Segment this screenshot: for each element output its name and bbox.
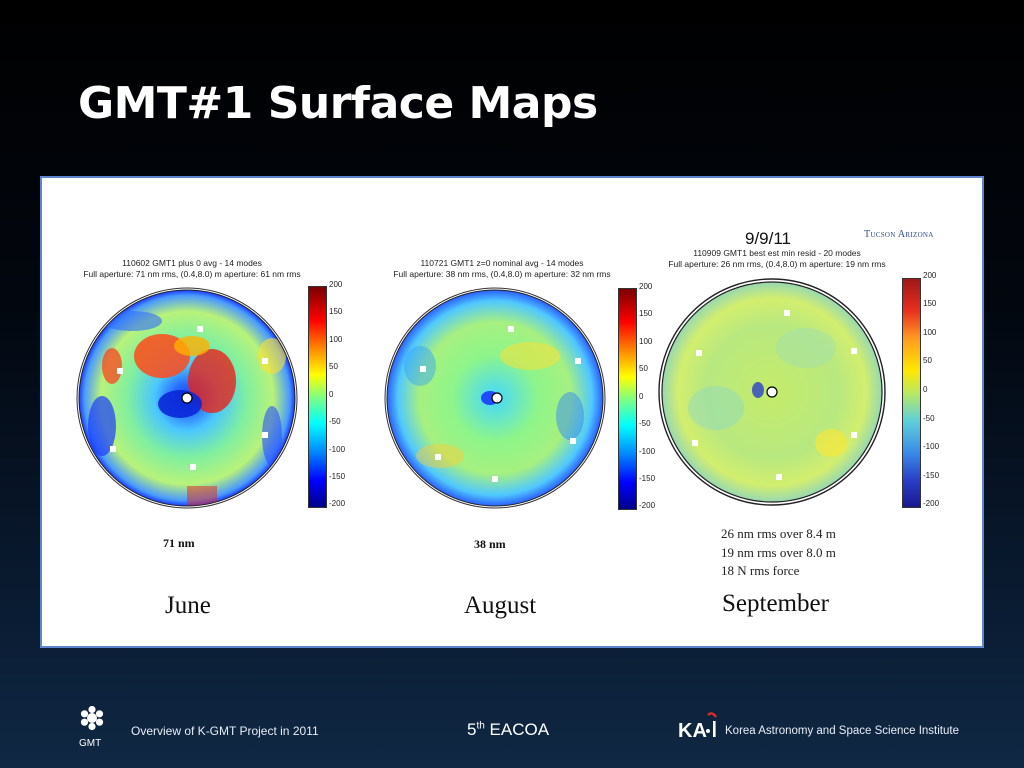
map-september-rms-block: 26 nm rms over 8.4 m 19 nm rms over 8.0 …: [721, 525, 836, 581]
map-september-header: 110909 GMT1 best est min resid - 20 mode…: [652, 248, 902, 270]
map-august-colorbar: [618, 288, 637, 510]
surface-maps-panel: 110602 GMT1 plus 0 avg - 14 modes Full a…: [40, 176, 984, 648]
map-august-surface: [384, 287, 606, 509]
colorbar-tick: -200: [639, 501, 656, 510]
footer-project: Overview of K-GMT Project in 2011: [131, 724, 319, 738]
colorbar-tick: -100: [639, 447, 656, 456]
event-number: 5: [467, 720, 477, 739]
colorbar-tick: -100: [329, 445, 346, 454]
map-june-header-line2: Full aperture: 71 nm rms, (0.4,8.0) m ap…: [83, 269, 301, 279]
event-name: EACOA: [489, 720, 550, 739]
gmt-logo-text: GMT: [79, 738, 102, 749]
colorbar-tick: -200: [329, 499, 346, 508]
colorbar-tick: -200: [923, 499, 940, 508]
map-september-header-line2: Full aperture: 26 nm rms, (0.4,8.0) m ap…: [668, 259, 886, 269]
map-june-rms: 71 nm: [163, 536, 195, 550]
map-august-rms: 38 nm: [474, 537, 506, 551]
map-august-header: 110721 GMT1 z=0 nominal avg - 14 modes F…: [377, 258, 627, 280]
map-august-header-line2: Full aperture: 38 nm rms, (0.4,8.0) m ap…: [393, 269, 611, 279]
gmt-flower-logo-icon: [80, 706, 104, 731]
map-september-location: Tucson Arizona: [864, 229, 934, 240]
colorbar-tick: 200: [639, 282, 653, 291]
map-september-colorbar: [902, 278, 921, 508]
rms-line: 18 N rms force: [721, 563, 800, 578]
colorbar-tick: 50: [923, 356, 932, 365]
rms-line: 26 nm rms over 8.4 m: [721, 526, 836, 541]
colorbar-tick: 0: [639, 392, 644, 401]
colorbar-tick: 200: [329, 280, 343, 289]
colorbar-tick: 50: [639, 364, 648, 373]
colorbar-tick: 200: [923, 271, 937, 280]
map-september-date: 9/9/11: [745, 229, 792, 248]
colorbar-tick: 150: [329, 307, 343, 316]
map-september-surface: [658, 278, 886, 506]
colorbar-tick: -150: [329, 472, 346, 481]
footer-event: 5th EACOA: [467, 720, 549, 740]
map-september-month: September: [722, 590, 829, 617]
colorbar-tick: -50: [329, 417, 341, 426]
svg-text:KA: KA: [678, 720, 707, 742]
rms-line: 19 nm rms over 8.0 m: [721, 544, 836, 560]
colorbar-tick: -50: [639, 419, 651, 428]
colorbar-tick: -150: [639, 474, 656, 483]
map-june-header: 110602 GMT1 plus 0 avg - 14 modes Full a…: [67, 258, 317, 280]
colorbar-tick: 100: [329, 335, 343, 344]
map-june-colorbar: [308, 286, 327, 508]
map-june-surface: [76, 287, 298, 509]
kasi-logo-icon: KA: [678, 712, 717, 742]
colorbar-tick: -150: [923, 471, 940, 480]
colorbar-tick: 150: [639, 309, 653, 318]
map-august-month: August: [464, 592, 537, 619]
colorbar-tick: -50: [923, 414, 935, 423]
colorbar-tick: 150: [923, 299, 937, 308]
map-june-month: June: [165, 592, 211, 619]
colorbar-tick: -100: [923, 442, 940, 451]
footer-institute: Korea Astronomy and Space Science Instit…: [725, 725, 959, 737]
colorbar-tick: 50: [329, 362, 338, 371]
colorbar-tick: 100: [923, 328, 937, 337]
map-august-header-line1: 110721 GMT1 z=0 nominal avg - 14 modes: [420, 258, 584, 268]
colorbar-tick: 0: [329, 390, 334, 399]
map-september-header-line1: 110909 GMT1 best est min resid - 20 mode…: [693, 248, 861, 258]
colorbar-tick: 0: [923, 385, 928, 394]
event-superscript: th: [476, 720, 485, 732]
slide-title: GMT#1 Surface Maps: [78, 78, 598, 129]
colorbar-tick: 100: [639, 337, 653, 346]
map-june-header-line1: 110602 GMT1 plus 0 avg - 14 modes: [122, 258, 262, 268]
